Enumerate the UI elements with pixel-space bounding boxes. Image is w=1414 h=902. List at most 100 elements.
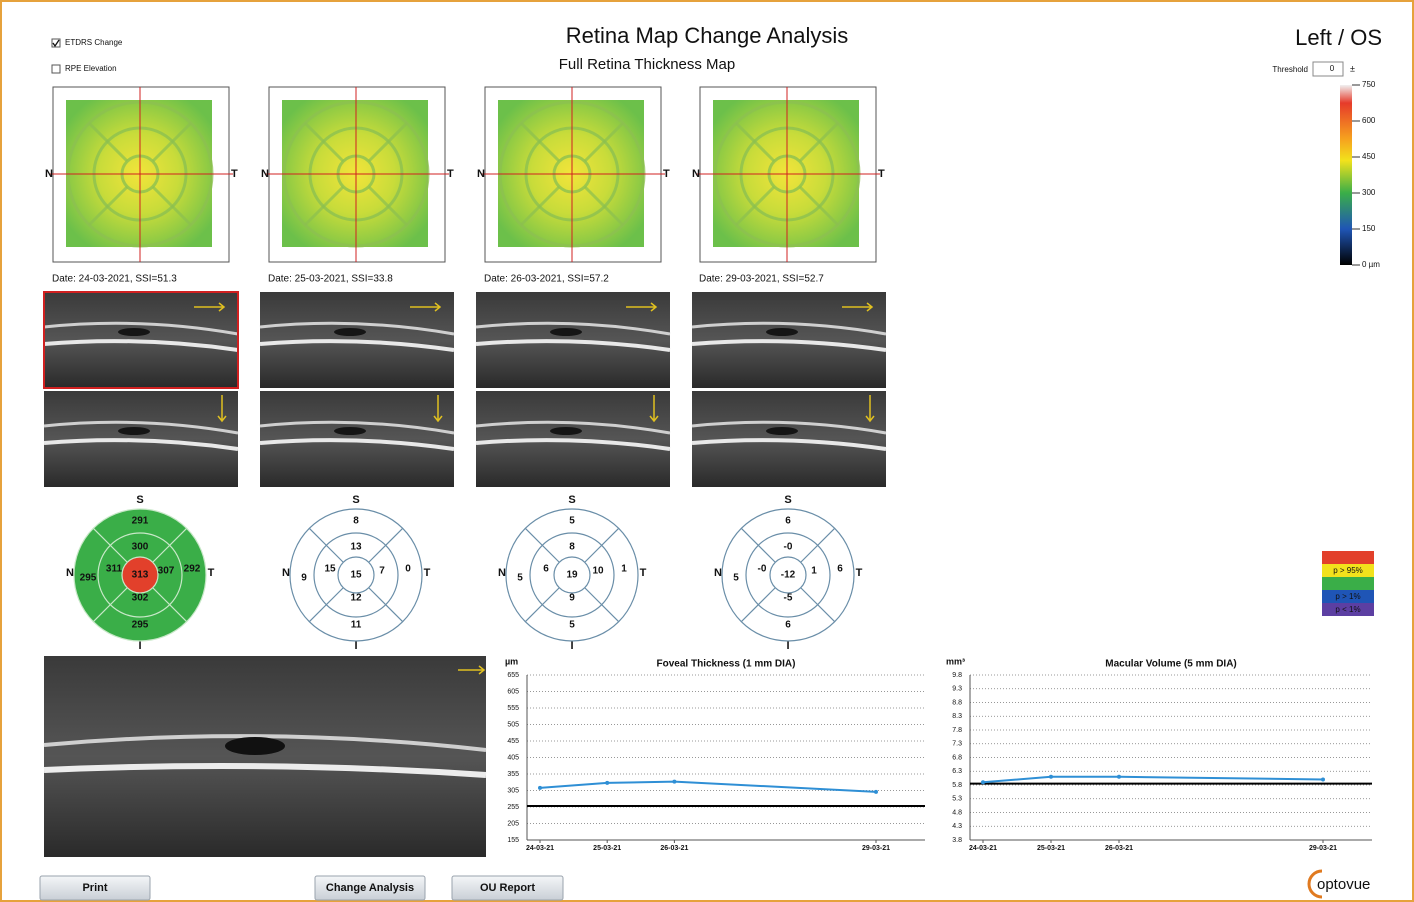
threshold-value: 0 [1330, 64, 1335, 73]
y-tick-label: 4.8 [952, 809, 962, 816]
x-tick-label: 29-03-21 [862, 845, 890, 852]
y-tick-label: 405 [507, 754, 519, 761]
chart-title: Macular Volume (5 mm DIA) [1105, 659, 1237, 670]
threshold-spinner[interactable]: ± [1350, 63, 1355, 73]
x-tick-label: 26-03-21 [660, 845, 688, 852]
inferior-label: I [354, 640, 357, 652]
grid-value: 6 [837, 564, 843, 575]
button-label[interactable]: Print [82, 882, 107, 894]
grid-center-value: 15 [350, 570, 362, 581]
threshold-label: Threshold [1272, 65, 1308, 74]
legend-swatch [1322, 551, 1374, 564]
subtitle: Full Retina Thickness Map [559, 56, 735, 73]
grid-value: 5 [569, 620, 575, 631]
x-tick-label: 24-03-21 [969, 845, 997, 852]
legend-label: p < 1% [1335, 605, 1360, 614]
checkbox[interactable] [52, 65, 60, 73]
nasal-label: N [477, 168, 485, 180]
temporal-label: T [424, 567, 431, 579]
grid-value: 13 [350, 542, 362, 553]
trend-point [1321, 778, 1325, 782]
grid-value: 307 [158, 566, 175, 577]
grid-value: 6 [785, 516, 791, 527]
y-tick-label: 655 [507, 672, 519, 679]
temporal-label: T [878, 168, 885, 180]
trend-point [1117, 775, 1121, 779]
grid-value: 9 [569, 593, 575, 604]
threshold-input[interactable] [1313, 62, 1343, 76]
trend-point [672, 780, 676, 784]
temporal-label: T [447, 168, 454, 180]
nasal-label: N [261, 168, 269, 180]
grid-value: 6 [543, 564, 549, 575]
scan-date: Date: 26-03-2021, SSI=57.2 [484, 274, 609, 285]
oct-scan-large [44, 656, 486, 857]
x-tick-label: 25-03-21 [1037, 845, 1065, 852]
oct-cyst [118, 328, 150, 336]
chart-title: Foveal Thickness (1 mm DIA) [657, 659, 796, 670]
y-tick-label: 5.3 [952, 796, 962, 803]
y-tick-label: 9.8 [952, 672, 962, 679]
y-tick-label: 9.3 [952, 686, 962, 693]
trend-point [981, 780, 985, 784]
y-tick-label: 555 [507, 705, 519, 712]
colorbar-tick-label: 750 [1362, 80, 1376, 89]
grid-value: 11 [351, 620, 362, 631]
colorbar-tick-label: 600 [1362, 116, 1376, 125]
superior-label: S [352, 494, 359, 506]
y-tick-label: 6.3 [952, 768, 962, 775]
grid-value: 5 [733, 573, 739, 584]
nasal-label: N [45, 168, 53, 180]
grid-center-value: -12 [781, 570, 796, 581]
temporal-label: T [208, 567, 215, 579]
scan-date: Date: 25-03-2021, SSI=33.8 [268, 274, 393, 285]
y-axis-label: µm [505, 656, 518, 666]
trend-point [874, 790, 878, 794]
x-tick-label: 24-03-21 [526, 845, 554, 852]
oct-cyst [334, 427, 366, 435]
trend-point [1049, 775, 1053, 779]
temporal-label: T [231, 168, 238, 180]
y-tick-label: 6.8 [952, 754, 962, 761]
legend-label: p > 95% [1333, 566, 1363, 575]
grid-value: 300 [132, 542, 149, 553]
x-tick-label: 25-03-21 [593, 845, 621, 852]
grid-value: -5 [784, 593, 793, 604]
checkbox-label: ETDRS Change [65, 38, 123, 47]
y-axis-label: mm³ [946, 656, 965, 666]
grid-value: 0 [405, 564, 411, 575]
trend-line [983, 777, 1323, 783]
x-tick-label: 26-03-21 [1105, 845, 1133, 852]
legend-swatch [1322, 577, 1374, 590]
grid-value: 295 [132, 620, 149, 631]
temporal-label: T [663, 168, 670, 180]
superior-label: S [568, 494, 575, 506]
nasal-label: N [66, 567, 74, 579]
y-tick-label: 355 [507, 771, 519, 778]
grid-value: 1 [811, 566, 817, 577]
grid-value: 15 [324, 564, 336, 575]
grid-value: 7 [379, 566, 385, 577]
temporal-label: T [856, 567, 863, 579]
grid-value: 292 [184, 564, 201, 575]
button-label[interactable]: OU Report [480, 882, 535, 894]
grid-value: 302 [132, 593, 149, 604]
inferior-label: I [138, 640, 141, 652]
oct-cyst [766, 427, 798, 435]
button-label[interactable]: Change Analysis [326, 882, 414, 894]
legend-label: p > 1% [1335, 592, 1360, 601]
y-tick-label: 4.3 [952, 823, 962, 830]
scan-date: Date: 29-03-2021, SSI=52.7 [699, 274, 824, 285]
grid-center-value: 313 [132, 570, 149, 581]
grid-value: 311 [106, 564, 123, 575]
inferior-label: I [570, 640, 573, 652]
grid-value: 9 [301, 573, 307, 584]
colorbar-tick-label: 150 [1362, 224, 1376, 233]
inferior-label: I [786, 640, 789, 652]
y-tick-label: 305 [507, 787, 519, 794]
grid-value: -0 [758, 564, 767, 575]
scan-date: Date: 24-03-2021, SSI=51.3 [52, 274, 177, 285]
oct-cyst [766, 328, 798, 336]
grid-value: 12 [350, 593, 362, 604]
